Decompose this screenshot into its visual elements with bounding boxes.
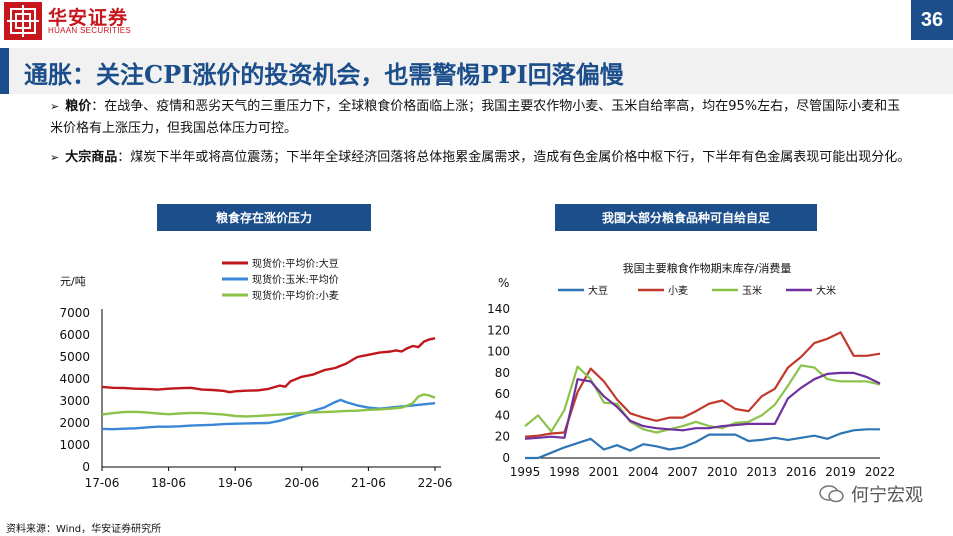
x-tick-label: 21-06 <box>351 476 386 490</box>
y-tick-label: 0 <box>502 451 510 465</box>
y-tick-label: 60 <box>495 387 510 401</box>
bullet-grain: ➢ 粮价：在战争、疫情和恶劣天气的三重压力下，全球粮食价格面临上涨；我国主要农作物… <box>50 96 912 140</box>
bullet-arrow-icon: ➢ <box>50 100 60 113</box>
page-title: 通胀：关注CPI涨价的投资机会，也需警惕PPI回落偏慢 <box>24 60 624 89</box>
logo-english-name: HUAAN SECURITIES <box>48 26 132 35</box>
legend-label: 现货价:平均价:小麦 <box>252 289 339 302</box>
x-tick-label: 1995 <box>510 465 541 479</box>
x-tick-label: 22-06 <box>418 476 453 490</box>
legend-label: 大豆 <box>588 284 608 297</box>
series-line-3 <box>101 393 436 418</box>
x-tick-label: 2004 <box>628 465 659 479</box>
y-tick-label: 100 <box>487 345 510 359</box>
series-line-1 <box>525 428 880 460</box>
x-tick-label: 2019 <box>825 465 856 479</box>
bullet-label: 粮价 <box>65 99 92 114</box>
y-axis-unit: 元/吨 <box>60 275 86 288</box>
x-tick-label: 19-06 <box>218 476 253 490</box>
y-tick-label: 80 <box>495 366 510 380</box>
y-tick-label: 4000 <box>59 372 90 386</box>
y-tick-label: 2000 <box>59 416 90 430</box>
legend-label: 大米 <box>816 284 836 297</box>
series-line-2 <box>524 331 881 438</box>
watermark: 何宁宏观 <box>819 481 923 507</box>
y-tick-label: 6000 <box>59 328 90 342</box>
chart-title: 我国主要粮食作物期末库存/消费量 <box>623 261 792 275</box>
left-price-chart: 元/吨 0 1000 2000 3000 4000 5000 6000 7000 17-06 18-… <box>59 257 453 490</box>
company-logo <box>4 2 42 40</box>
x-tick-label: 2013 <box>746 465 777 479</box>
y-tick-label: 140 <box>487 302 510 316</box>
legend-label: 玉米 <box>742 284 762 297</box>
watermark-text: 何宁宏观 <box>851 485 923 506</box>
y-tick-label: 5000 <box>59 350 90 364</box>
y-tick-label: 40 <box>495 408 510 422</box>
x-tick-label: 2016 <box>786 465 817 479</box>
series-line-3 <box>524 364 881 434</box>
x-tick-label: 2010 <box>707 465 738 479</box>
legend-label: 现货价:平均价:大豆 <box>252 257 339 270</box>
y-tick-label: 3000 <box>59 394 90 408</box>
x-tick-label: 20-06 <box>284 476 319 490</box>
legend-label: 现货价:玉米:平均价 <box>252 273 339 286</box>
y-axis-unit: % <box>498 276 509 290</box>
y-tick-label: 120 <box>487 323 510 337</box>
bullet-label: 大宗商品 <box>65 150 118 165</box>
bullet-text: ：在战争、疫情和恶劣天气的三重压力下，全球粮食价格面临上涨；我国主要农作物小麦、… <box>50 99 901 136</box>
bullet-text: ：煤炭下半年或将高位震荡；下半年全球经济回落将总体拖累金属需求，造成有色金属价格… <box>117 150 911 165</box>
legend-label: 小麦 <box>668 285 688 297</box>
x-tick-label: 2001 <box>589 465 620 479</box>
right-chart-label: 我国大部分粮食品种可自给自足 <box>555 204 817 231</box>
x-tick-label: 18-06 <box>151 476 186 490</box>
bullet-arrow-icon: ➢ <box>50 151 60 164</box>
logo-chinese-name: 华安证券 <box>48 7 129 29</box>
x-tick-label: 2007 <box>668 465 699 479</box>
x-tick-label: 2022 <box>865 465 896 479</box>
series-line-1 <box>101 337 436 394</box>
y-tick-label: 1000 <box>59 438 90 452</box>
title-accent <box>0 48 9 94</box>
x-tick-label: 1998 <box>549 465 580 479</box>
left-chart-label: 粮食存在涨价压力 <box>157 204 371 231</box>
page-number: 36 <box>911 0 953 40</box>
y-tick-label: 20 <box>495 430 510 444</box>
title-bar <box>0 48 953 94</box>
right-stock-ratio-chart: 我国主要粮食作物期末库存/消费量% 0 20 40 60 80 100 120 140 1995 1… <box>487 261 896 479</box>
wechat-icon <box>819 485 845 503</box>
y-tick-label: 7000 <box>59 306 90 320</box>
bullet-commodities: ➢ 大宗商品：煤炭下半年或将高位震荡；下半年全球经济回落将总体拖累金属需求，造成有… <box>50 147 912 169</box>
x-tick-label: 17-06 <box>85 476 120 490</box>
series-line-4 <box>524 371 881 440</box>
y-tick-label: 0 <box>82 460 90 474</box>
source-note: 资料来源：Wind，华安证券研究所 <box>6 524 162 535</box>
